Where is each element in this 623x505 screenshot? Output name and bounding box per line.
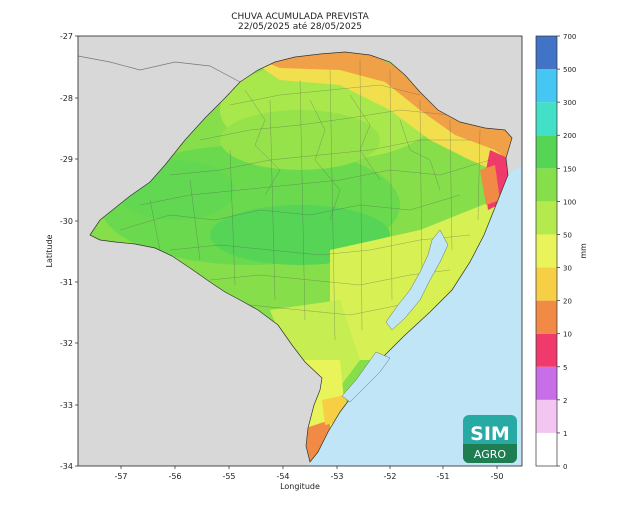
- colorbar-tick-label: 0: [563, 463, 567, 471]
- colorbar-tick-label: 20: [563, 298, 572, 306]
- x-tick-label: -52: [383, 472, 396, 481]
- colorbar-segment: [536, 432, 557, 466]
- colorbar-tick-label: 200: [563, 132, 576, 140]
- country-border: [78, 55, 241, 83]
- map-title: CHUVA ACUMULADA PREVISTA: [231, 12, 369, 22]
- y-tick-label: -34: [60, 462, 73, 471]
- y-tick-label: -33: [60, 401, 73, 410]
- colorbar-tick-label: 700: [563, 33, 576, 41]
- colorbar-tick-label: 150: [563, 165, 576, 173]
- x-tick-label: -57: [114, 472, 127, 481]
- colorbar-tick-label: 100: [563, 198, 576, 206]
- colorbar-segment: [536, 135, 557, 169]
- y-tick-label: -32: [60, 339, 73, 348]
- colorbar-segment: [536, 333, 557, 367]
- y-tick-label: -29: [60, 155, 73, 164]
- colorbar-segment: [536, 399, 557, 433]
- colorbar-segment: [536, 69, 557, 103]
- colorbar-segment: [536, 267, 557, 301]
- colorbar: 0 1 2 5 10 20 30 50 100 150 200 300 500 700: [536, 33, 576, 471]
- x-tick-label: -51: [436, 472, 449, 481]
- colorbar-tick-label: 1: [563, 430, 567, 438]
- y-tick-label: -31: [60, 278, 73, 287]
- colorbar-tick-label: 2: [563, 397, 567, 405]
- colorbar-tick-label: 300: [563, 99, 576, 107]
- x-axis-label: Longitude: [280, 482, 320, 491]
- colorbar-segment: [536, 300, 557, 334]
- x-tick-label: -55: [222, 472, 235, 481]
- logo-line2: AGRO: [474, 448, 506, 461]
- colorbar-segment: [536, 102, 557, 136]
- colorbar-segment: [536, 36, 557, 70]
- x-tick-label: -54: [276, 472, 289, 481]
- y-axis-label: Latitude: [45, 234, 54, 267]
- y-tick-label: -28: [60, 94, 73, 103]
- lagoa-dos-patos: [385, 229, 449, 331]
- colorbar-tick-label: 30: [563, 265, 572, 273]
- x-tick-label: -50: [490, 472, 503, 481]
- x-tick-label: -56: [168, 472, 181, 481]
- colorbar-tick-label: 500: [563, 66, 576, 74]
- colorbar-tick-label: 5: [563, 364, 567, 372]
- simagro-logo: SIM AGRO: [463, 415, 517, 463]
- y-tick-label: -27: [60, 32, 73, 41]
- colorbar-segment: [536, 168, 557, 202]
- x-tick-label: -53: [330, 472, 343, 481]
- colorbar-unit-label: mm: [579, 243, 588, 259]
- colorbar-segment: [536, 201, 557, 235]
- colorbar-tick-label: 50: [563, 231, 572, 239]
- lagoa-mirim: [341, 351, 391, 403]
- colorbar-segment: [536, 234, 557, 268]
- map-frame: [77, 35, 523, 467]
- logo-line1: SIM: [470, 423, 510, 445]
- colorbar-segment: [536, 366, 557, 400]
- y-tick-label: -30: [60, 217, 73, 226]
- colorbar-tick-label: 10: [563, 331, 572, 339]
- colorbar-frame: [535, 35, 558, 467]
- map-subtitle: 22/05/2025 até 28/05/2025: [237, 22, 363, 32]
